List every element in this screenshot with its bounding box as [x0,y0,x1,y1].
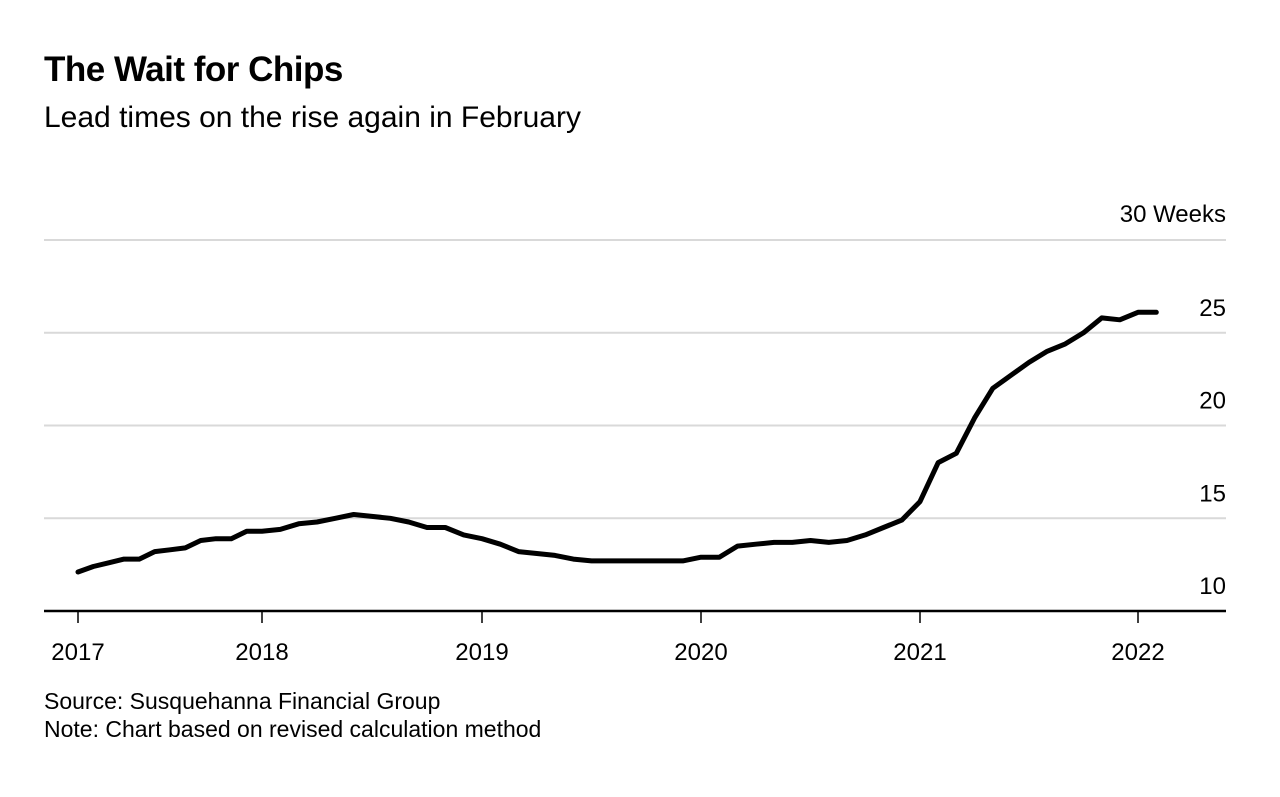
chart-subtitle: Lead times on the rise again in February [44,101,581,134]
y-tick-label-25: 25 [1199,295,1226,322]
x-axis: 2017 2018 2019 2020 2021 2022 [44,609,1226,666]
y-tick-label-20: 20 [1199,388,1226,415]
y-tick-label-15: 15 [1199,480,1226,507]
y-axis-tick-labels: 10 15 20 25 30 Weeks [1120,201,1226,600]
method-note: Note: Chart based on revised calculation… [44,716,542,742]
y-tick-label-30: 30 Weeks [1120,201,1226,228]
series-group [75,309,1159,575]
source-note: Source: Susquehanna Financial Group [44,688,441,714]
x-tick-label-2022: 2022 [1111,639,1164,666]
x-tick-label-2019: 2019 [455,639,508,666]
y-tick-label-10: 10 [1199,573,1226,600]
x-tick-label-2021: 2021 [893,639,946,666]
gridlines [44,239,1226,520]
series-line-0 [75,309,1159,575]
x-tick-label-2017: 2017 [51,639,104,666]
x-tick-label-2018: 2018 [235,639,288,666]
chart-title: The Wait for Chips [44,50,343,89]
x-tick-label-2020: 2020 [674,639,727,666]
